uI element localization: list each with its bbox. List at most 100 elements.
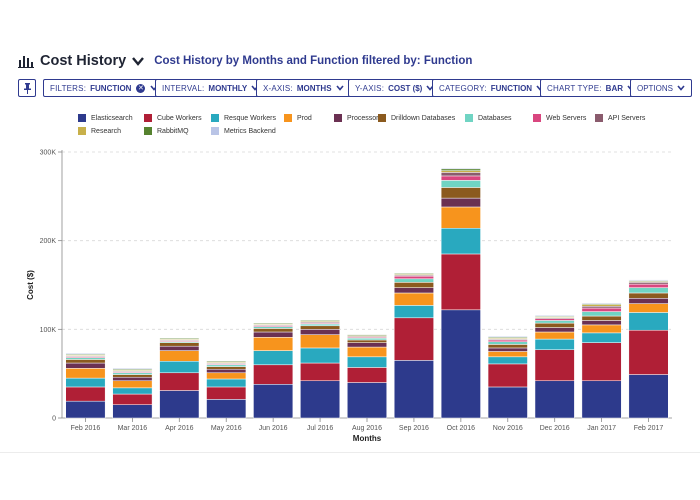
bar-segment: [440, 170, 481, 173]
x-axis-title: Months: [353, 434, 382, 443]
bar-segment: [253, 364, 294, 385]
bar-segment: [65, 400, 106, 419]
bar-segment: [300, 334, 341, 349]
bar-segment: [487, 341, 528, 345]
filters-dropdown[interactable]: FILTERS: FUNCTION ✕: [43, 79, 166, 97]
bar-segment: [393, 273, 434, 275]
bar-segment: [393, 317, 434, 361]
bar-segment: [159, 372, 200, 391]
bar-segment: [581, 311, 622, 317]
legend-label: Databases: [478, 114, 512, 122]
bar-segment: [347, 367, 387, 383]
y-axis-title: Cost ($): [26, 270, 35, 300]
legend-item[interactable]: Processors: [334, 114, 382, 122]
bar-segment: [347, 337, 387, 341]
legend-swatch: [595, 114, 603, 122]
filters-value: FUNCTION: [90, 83, 132, 93]
bar-segment: [440, 228, 481, 255]
bar-segment: [347, 382, 387, 419]
bar-segment: [300, 325, 341, 330]
bar-segment: [253, 331, 294, 338]
chart-type-label: CHART TYPE:: [547, 83, 602, 93]
bar-segment: [628, 329, 669, 375]
bar-segment: [347, 356, 387, 368]
bar-segment: [206, 366, 247, 370]
legend-item[interactable]: Cube Workers: [144, 114, 202, 122]
bar-segment: [628, 303, 669, 313]
bar-segment: [159, 342, 200, 347]
bar-segment: [159, 337, 200, 340]
pin-button[interactable]: [18, 79, 36, 97]
legend-item[interactable]: Databases: [465, 114, 511, 122]
bar-segment: [534, 322, 575, 328]
legend-swatch: [334, 114, 342, 122]
x-tick-label: Jun 2016: [259, 425, 288, 432]
clear-filter-icon[interactable]: ✕: [136, 83, 146, 93]
bar-segment: [581, 342, 622, 382]
bar-segment: [581, 302, 622, 304]
legend-item[interactable]: Resque Workers: [211, 114, 276, 122]
bar-segment: [347, 346, 387, 358]
y-tick-label: 100K: [40, 327, 57, 334]
bar-segment: [581, 324, 622, 334]
x-tick-label: Feb 2016: [71, 425, 101, 432]
y-axis-dropdown[interactable]: Y-AXIS: COST ($): [348, 79, 442, 97]
bar-segment: [112, 374, 153, 378]
bar-segment: [253, 326, 294, 329]
options-dropdown[interactable]: OPTIONS: [630, 79, 693, 97]
x-tick-label: Oct 2016: [447, 425, 476, 432]
y-tick-label: 300K: [40, 150, 57, 157]
chevron-down-icon[interactable]: [132, 56, 145, 66]
bar-chart-icon: [18, 56, 34, 68]
bar-segment: [581, 306, 622, 309]
bar-segment: [253, 328, 294, 333]
bar-segment: [206, 378, 247, 388]
legend-item[interactable]: Web Servers: [533, 114, 586, 122]
bar-segment: [440, 309, 481, 419]
y-tick-label: 0: [52, 416, 56, 423]
x-axis-label: X-AXIS:: [263, 83, 293, 93]
stacked-bar-chart: 0 100K 200K 300K Feb 2016 Mar 2016 Apr 2016 May…: [26, 150, 672, 443]
bar-segment: [628, 283, 669, 288]
bar-segment: [581, 315, 622, 321]
legend-item[interactable]: Drilldown Databases: [378, 114, 455, 122]
legend-label: Prod: [297, 114, 312, 122]
bar-segment: [112, 393, 153, 405]
legend-item[interactable]: Prod: [284, 114, 312, 122]
divider: [0, 452, 700, 453]
bar-segment: [534, 327, 575, 333]
legend-item[interactable]: Research: [78, 127, 121, 135]
interval-value: MONTHLY: [208, 83, 248, 93]
bar-segment: [347, 339, 387, 343]
legend-item[interactable]: Elasticsearch: [78, 114, 133, 122]
legend-item[interactable]: Metrics Backend: [211, 127, 276, 135]
chevron-down-icon: [677, 85, 685, 91]
legend-item[interactable]: API Servers: [595, 114, 645, 122]
bar-segment: [440, 172, 481, 177]
legend-swatch: [144, 127, 152, 135]
x-axis-dropdown[interactable]: X-AXIS: MONTHS: [256, 79, 351, 97]
legend-swatch: [144, 114, 152, 122]
bar-segment: [393, 287, 434, 294]
bar-segment: [253, 337, 294, 351]
bar-segment: [253, 384, 294, 419]
bar-segment: [300, 362, 341, 382]
legend-label: Cube Workers: [157, 114, 202, 122]
bar-segment: [347, 334, 387, 336]
bar-segment: [112, 376, 153, 382]
legend-label: Elasticsearch: [91, 114, 133, 122]
bar-segment: [300, 329, 341, 335]
chevron-down-icon: [335, 85, 344, 91]
legend-item[interactable]: RabbitMQ: [144, 127, 189, 135]
bar-segment: [393, 278, 434, 283]
legend-swatch: [533, 114, 541, 122]
bar-segment: [487, 356, 528, 365]
bar-segment: [487, 363, 528, 388]
bar-segment: [206, 361, 247, 363]
bar-segment: [628, 287, 669, 294]
legend-label: RabbitMQ: [157, 127, 189, 135]
bar-segment: [440, 187, 481, 199]
interval-dropdown[interactable]: INTERVAL: MONTHLY: [155, 79, 267, 97]
legend-swatch: [465, 114, 473, 122]
legend-swatch: [211, 114, 219, 122]
